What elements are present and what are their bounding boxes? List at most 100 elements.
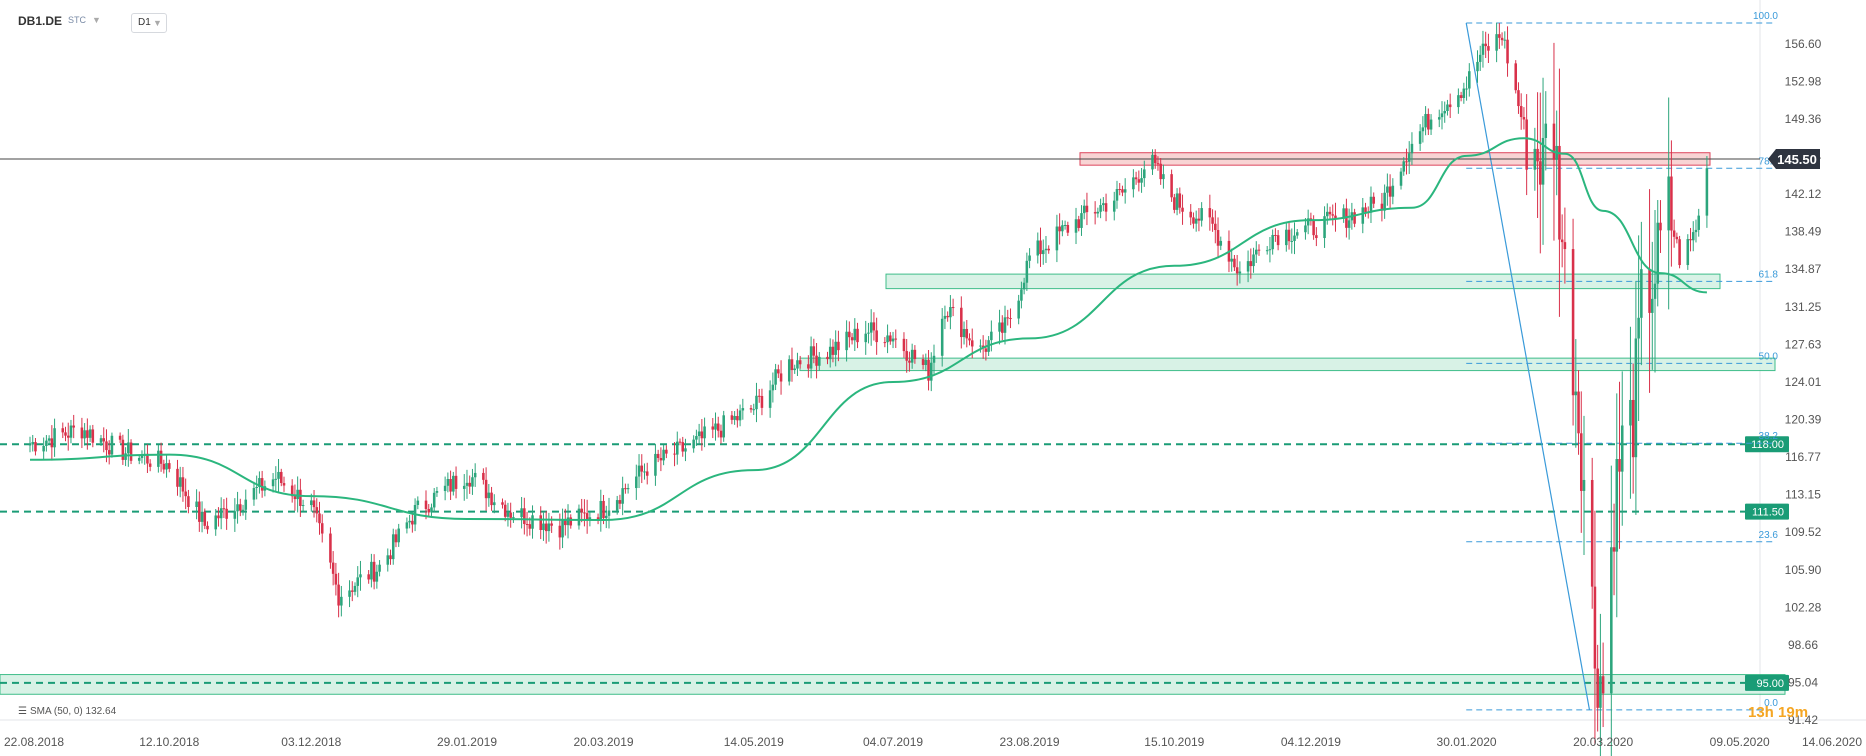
candle-body	[69, 425, 73, 438]
candle-body	[1637, 317, 1640, 339]
candle-body	[1402, 161, 1406, 172]
candle-body	[796, 360, 799, 369]
candle-body	[1170, 174, 1173, 198]
candle-body	[86, 430, 89, 438]
candle-body	[1590, 479, 1594, 587]
candle-body	[943, 315, 947, 319]
current-price-tag	[1768, 148, 1820, 169]
sma-legend: ☰ SMA (50, 0) 132.64	[18, 706, 116, 717]
candle-body	[493, 502, 496, 506]
candle-body	[970, 340, 974, 347]
candle-body	[1140, 178, 1143, 183]
candle-body	[1099, 205, 1102, 212]
candle-body	[1536, 148, 1539, 162]
candle-body	[932, 355, 936, 363]
candle-body	[695, 436, 698, 440]
timeframe-value: D1	[138, 17, 151, 28]
candle-body	[831, 346, 835, 355]
candle-body	[1631, 399, 1635, 458]
candle-body	[569, 517, 573, 526]
candle-body	[1691, 232, 1695, 241]
candle-body	[34, 442, 37, 452]
y-tick-label-102.28: 102.28	[1785, 600, 1822, 614]
candle-body	[1648, 269, 1651, 313]
candle-body	[206, 525, 209, 530]
candle-body	[1328, 211, 1332, 215]
candle-body	[258, 478, 261, 487]
candle-body	[1211, 217, 1214, 224]
candle-body	[353, 585, 357, 592]
candle-body	[962, 328, 966, 338]
candle-body	[1137, 179, 1141, 183]
candle-body	[1558, 145, 1561, 240]
candle-body	[585, 513, 589, 521]
candle-body	[127, 442, 130, 454]
fib-label-61.8: 61.8	[1759, 269, 1779, 280]
candle-body	[370, 561, 373, 580]
candle-body	[296, 489, 299, 500]
candle-body	[1618, 459, 1621, 472]
candle-body	[1315, 235, 1318, 239]
y-tick-label-149.36: 149.36	[1785, 112, 1822, 126]
candle-body	[1287, 229, 1291, 242]
candle-body	[774, 369, 777, 385]
candle-body	[64, 432, 67, 436]
candle-body	[547, 523, 551, 532]
candle-body	[348, 590, 351, 597]
candle-body	[99, 438, 103, 443]
candle-body	[1391, 185, 1395, 197]
candle-body	[416, 500, 420, 505]
candle-body	[1659, 222, 1662, 231]
candle-body	[1577, 391, 1580, 434]
candle-body	[635, 476, 638, 489]
symbol-dropdown-icon[interactable]: ▼	[92, 15, 101, 25]
candle-body	[1085, 205, 1089, 213]
candle-body	[929, 362, 933, 381]
candle-body	[1465, 88, 1468, 90]
candle-body	[807, 364, 810, 369]
candle-body	[1544, 123, 1548, 138]
candle-body	[1519, 106, 1523, 118]
candle-body	[1017, 300, 1020, 319]
candle-body	[1429, 119, 1433, 130]
x-tick-label-09.05.2020: 09.05.2020	[1710, 735, 1770, 749]
candle-body	[427, 508, 431, 513]
candle-body	[1599, 676, 1602, 708]
candle-body	[1640, 269, 1643, 318]
symbol-label[interactable]: DB1.DE	[18, 14, 63, 28]
candle-body	[736, 416, 739, 421]
candle-body	[181, 477, 185, 492]
candle-body	[1498, 34, 1501, 38]
candle-body	[602, 500, 605, 519]
candle-body	[910, 349, 914, 363]
candle-body	[681, 442, 685, 452]
candle-body	[1216, 230, 1220, 246]
candle-body	[1159, 163, 1162, 180]
candle-body	[446, 478, 450, 486]
x-tick-label-04.07.2019: 04.07.2019	[863, 735, 923, 749]
candle-body	[66, 435, 70, 438]
timeframe-select[interactable]: D1 ▼	[131, 13, 167, 33]
candle-body	[367, 574, 370, 580]
candle-body	[1233, 258, 1236, 268]
x-tick-label-14.05.2019: 14.05.2019	[724, 735, 784, 749]
candle-body	[1410, 143, 1414, 154]
y-tick-label-98.66: 98.66	[1788, 638, 1818, 652]
candle-body	[566, 517, 570, 526]
candle-body	[1468, 71, 1471, 89]
candle-body	[1388, 186, 1392, 197]
candle-body	[520, 508, 523, 518]
candle-body	[236, 504, 239, 512]
candle-body	[662, 449, 665, 461]
x-tick-label-15.10.2019: 15.10.2019	[1144, 735, 1204, 749]
candle-body	[203, 511, 207, 526]
candle-body	[1331, 214, 1335, 216]
candle-body	[329, 533, 332, 563]
candle-body	[301, 505, 305, 507]
level-tag-text-95.00: 95.00	[1756, 678, 1784, 690]
candle-body	[1399, 171, 1403, 186]
candle-body	[137, 457, 141, 461]
candle-body	[1574, 391, 1578, 396]
candle-body	[501, 502, 504, 505]
